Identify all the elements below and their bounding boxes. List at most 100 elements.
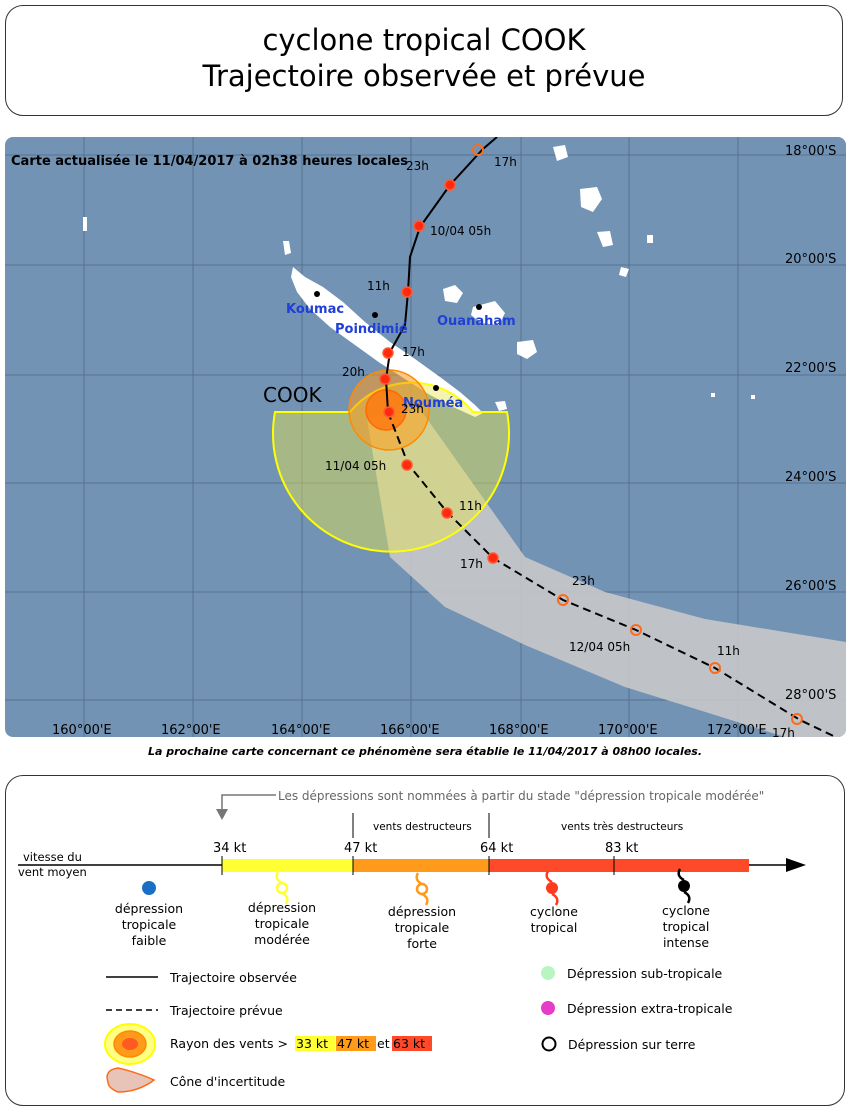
wind-speed-label: vent moyen	[18, 865, 87, 879]
forecast-markers	[472, 144, 803, 725]
threshold-label: 34 kt	[213, 841, 246, 856]
kt47-label: 47 kt	[337, 1036, 369, 1051]
observed-track	[384, 137, 498, 413]
position-marker	[472, 144, 484, 156]
track-label: 12/04 05h	[569, 640, 630, 654]
position-marker	[382, 347, 394, 359]
place-label: Poindimié	[335, 322, 408, 337]
lat-label: 18°00'S	[785, 144, 836, 159]
track-label: 11h	[367, 279, 390, 293]
city-dot-koumac	[314, 291, 320, 297]
band-47	[353, 859, 489, 872]
map-updated-text: Carte actualisée le 11/04/2017 à 02h38 h…	[11, 154, 408, 169]
lon-label: 170°00'E	[598, 723, 658, 737]
position-marker	[401, 459, 413, 471]
place-label: Nouméa	[403, 396, 463, 411]
position-marker	[413, 220, 425, 232]
lon-label: 172°00'E	[707, 723, 767, 737]
position-marker	[630, 624, 642, 636]
kt47-swatch	[336, 1036, 376, 1051]
matthew-island	[711, 393, 715, 397]
kt63-label: 63 kt	[393, 1036, 425, 1051]
lon-label: 168°00'E	[489, 723, 549, 737]
track-label: 23h	[401, 402, 424, 416]
stage-label: cyclone	[662, 903, 710, 918]
band-64	[489, 859, 749, 872]
loyalty-island-3	[517, 340, 537, 359]
uncertainty-cone	[367, 409, 846, 737]
stage-label: dépression	[388, 904, 456, 919]
cyclone-name-label: COOK	[263, 383, 322, 407]
title-line-2: Trajectoire observée et prévue	[202, 59, 646, 93]
lon-label: 164°00'E	[271, 723, 331, 737]
position-marker	[441, 507, 453, 519]
band-33	[222, 859, 353, 872]
depression-faible-icon	[142, 881, 156, 895]
track-label: 11/04 05h	[325, 459, 386, 473]
chesterfield-island	[83, 217, 87, 231]
position-marker	[709, 662, 721, 674]
city-dot-noumea	[433, 385, 439, 391]
stage-label: tropical	[663, 919, 710, 934]
position-marker	[383, 406, 395, 418]
lon-label: 162°00'E	[161, 723, 221, 737]
stage-label: modérée	[254, 932, 310, 947]
next-map-notice: La prochaine carte concernant ce phénomè…	[147, 745, 703, 758]
naming-note: Les dépressions sont nommées à partir du…	[278, 789, 764, 803]
stage-label: tropicale	[255, 916, 310, 931]
track-label: 11h	[459, 499, 482, 513]
stage-label: faible	[132, 933, 167, 948]
wind-radius-label: Rayon des vents >	[170, 1036, 288, 1051]
track-markers	[379, 179, 499, 564]
title-box: cyclone tropical COOK Trajectoire observ…	[5, 5, 843, 116]
vanuatu-island-3	[597, 231, 613, 247]
track-label: 23h	[572, 574, 595, 588]
track-label: 23h	[406, 159, 429, 173]
stage-label: intense	[663, 935, 709, 950]
depression-forte-icon	[415, 872, 429, 906]
vanuatu-island-4	[619, 267, 629, 277]
naming-arrowhead	[216, 809, 228, 820]
stage-label: tropicale	[122, 917, 177, 932]
wind-speed-label: vitesse du	[23, 850, 82, 864]
position-marker	[379, 373, 391, 385]
pines-island	[495, 401, 507, 411]
position-marker	[487, 552, 499, 564]
forecast-label: Trajectoire prévue	[169, 1003, 283, 1018]
track-label: 10/04 05h	[430, 224, 491, 238]
lat-label: 26°00'S	[785, 579, 836, 594]
depression-moderee-icon	[275, 871, 289, 905]
position-marker	[557, 594, 569, 606]
lon-label: 166°00'E	[380, 723, 440, 737]
lat-label: 28°00'S	[785, 688, 836, 703]
islands	[83, 145, 755, 417]
stage-label: tropical	[531, 920, 578, 935]
vanuatu-island-5	[647, 235, 653, 243]
track-label: 17h	[460, 557, 483, 571]
lat-label: 24°00'S	[785, 470, 836, 485]
cyclone-intense-icon	[677, 868, 691, 904]
kt33-label: 33 kt	[296, 1036, 328, 1051]
place-label: Ouanaham	[437, 314, 516, 329]
legend: Les dépressions sont nommées à partir du…	[5, 775, 845, 1106]
position-marker	[401, 286, 413, 298]
position-marker	[444, 179, 456, 191]
kt63-swatch	[392, 1036, 432, 1051]
cone-icon	[106, 1067, 156, 1093]
stage-label: dépression	[115, 901, 183, 916]
forecast-track	[387, 411, 838, 737]
wind-scale-arrowhead	[786, 858, 806, 872]
cyclone-tropical-icon	[545, 870, 559, 906]
wind-radius-icon	[104, 1023, 156, 1065]
threshold-label: 47 kt	[344, 841, 377, 856]
extratropical-label: Dépression extra-tropicale	[567, 1001, 733, 1016]
title-line-1: cyclone tropical COOK	[262, 23, 586, 57]
destructive-label: vents destructeurs	[373, 821, 472, 833]
stage-label: forte	[407, 936, 437, 951]
track-label: 20h	[342, 365, 365, 379]
stage-label: tropicale	[395, 920, 450, 935]
track-label: 17h	[772, 726, 795, 737]
vanuatu-island-1	[553, 145, 568, 161]
overland-label: Dépression sur terre	[568, 1037, 696, 1052]
grande-terre-island	[291, 267, 483, 417]
